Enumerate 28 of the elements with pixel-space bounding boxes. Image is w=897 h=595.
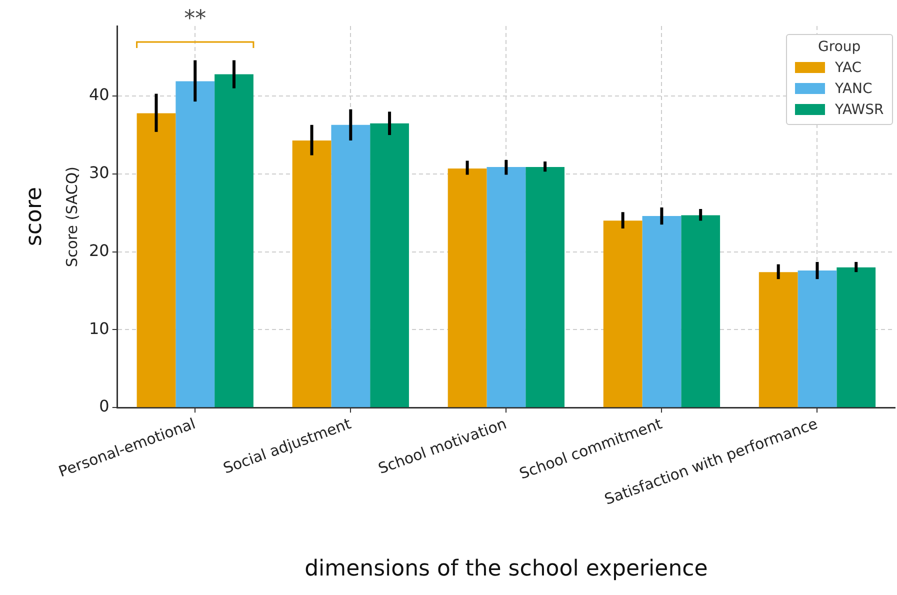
y-tick-label: 30 [89, 163, 110, 182]
bar [681, 215, 720, 408]
y-tick-label: 40 [89, 85, 110, 104]
bar [214, 74, 254, 408]
bar [526, 166, 565, 408]
legend-label: YAWSR [835, 102, 884, 118]
bar [292, 140, 332, 408]
annotation: ** [184, 6, 206, 32]
y-tick-label: 10 [89, 318, 110, 338]
y-axis-title: Score (SACQ) [62, 166, 81, 268]
y-tick-label: 20 [89, 240, 110, 260]
bar [836, 267, 876, 408]
bar [603, 220, 642, 408]
bar [176, 81, 215, 408]
bar [642, 216, 682, 408]
x-axis-title: dimensions of the school experience [304, 556, 708, 582]
bar [486, 166, 526, 408]
y-tick-label: 0 [99, 396, 110, 416]
legend-title: Group [817, 39, 862, 55]
legend-label: YANC [835, 80, 872, 96]
legend-label: YAC [835, 60, 862, 76]
text: score [22, 187, 48, 246]
bar [758, 272, 798, 408]
bar [370, 123, 409, 408]
bar [448, 168, 487, 408]
bar [136, 113, 176, 408]
bar [331, 124, 370, 408]
bar [798, 270, 837, 408]
